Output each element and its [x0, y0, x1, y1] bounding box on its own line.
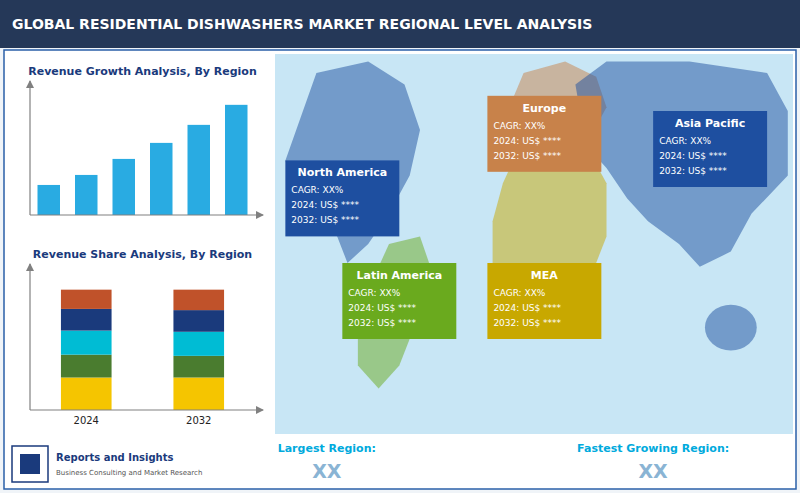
page-title: GLOBAL RESIDENTIAL DISHWASHERS MARKET RE… [12, 16, 592, 32]
bar [188, 125, 211, 215]
ocean [275, 54, 793, 434]
title-bar [0, 0, 800, 48]
region-label: Latin America CAGR: XX% 2024: US$ **** 2032… [342, 263, 456, 339]
region-label: Asia Pacific CAGR: XX% 2024: US$ **** 2032:… [653, 111, 767, 187]
region-name: Latin America [356, 269, 442, 282]
bar-segment [61, 378, 112, 410]
bar-segment [61, 309, 112, 331]
region-stat: 2032: US$ **** [493, 318, 561, 328]
region-stat: 2032: US$ **** [291, 215, 359, 225]
region-label: North America CAGR: XX% 2024: US$ **** 2032… [285, 160, 399, 236]
region-label: MEA CAGR: XX% 2024: US$ **** 2032: US$ **** [487, 263, 601, 339]
y-axis [29, 81, 30, 215]
logo-inner [20, 454, 40, 474]
region-shape [575, 62, 787, 267]
region-name: North America [297, 166, 387, 179]
x-tick-label: 2024 [74, 415, 99, 426]
region-stat: 2024: US$ **** [493, 303, 561, 313]
region-stat: 2032: US$ **** [493, 151, 561, 161]
region-stat: 2024: US$ **** [659, 151, 727, 161]
chart-title: Revenue Growth Analysis, By Region [28, 65, 257, 78]
map: North America CAGR: XX% 2024: US$ **** 2032… [275, 54, 793, 434]
region-stat: 2032: US$ **** [348, 318, 416, 328]
region-label: Europe CAGR: XX% 2024: US$ **** 2032: US$ *… [487, 96, 601, 172]
largest-region-label: Largest Region: [278, 442, 376, 455]
bar [38, 185, 61, 215]
region-stat: CAGR: XX% [348, 288, 400, 298]
region-stat: 2032: US$ **** [659, 166, 727, 176]
region-stat: CAGR: XX% [659, 136, 711, 146]
bar [150, 143, 173, 215]
logo: Reports and Insights Business Consulting … [12, 446, 202, 482]
region-stat: CAGR: XX% [493, 288, 545, 298]
chart: Revenue Growth Analysis, By Region [28, 65, 263, 215]
bar-segment [61, 290, 112, 309]
bar-segment [173, 332, 224, 356]
region-shape [285, 62, 420, 263]
x-axis [30, 409, 263, 410]
region-stat: CAGR: XX% [291, 185, 343, 195]
bar-segment [61, 331, 112, 355]
bar-segment [173, 290, 224, 310]
background [0, 0, 800, 493]
marks [61, 290, 224, 410]
logo-name: Reports and Insights [56, 452, 173, 463]
region-box [653, 111, 767, 187]
page: GLOBAL RESIDENTIAL DISHWASHERS MARKET RE… [0, 0, 800, 493]
largest-region-value: XX [312, 460, 342, 482]
content-panel [4, 50, 796, 489]
fastest-region-label: Fastest Growing Region: [577, 442, 729, 455]
region-stat: 2024: US$ **** [348, 303, 416, 313]
bar [75, 175, 98, 215]
y-axis [29, 264, 30, 410]
region-stat: 2024: US$ **** [291, 200, 359, 210]
region-shape [705, 305, 757, 351]
bar-segment [173, 310, 224, 332]
logo-tagline: Business Consulting and Market Research [56, 469, 202, 477]
x-tick-label: 2032 [186, 415, 211, 426]
fastest-region-value: XX [638, 460, 668, 482]
chart-title: Revenue Share Analysis, By Region [33, 248, 252, 261]
region-box [487, 96, 601, 172]
region-box [487, 263, 601, 339]
logo-outer [12, 446, 48, 482]
bar-segment [173, 378, 224, 410]
region-stat: 2024: US$ **** [493, 136, 561, 146]
bar [225, 105, 248, 215]
region-name: MEA [531, 269, 558, 282]
x-axis [30, 214, 263, 215]
region-stat: CAGR: XX% [493, 121, 545, 131]
bar [113, 159, 136, 215]
region-box [285, 160, 399, 236]
bar-segment [61, 355, 112, 378]
chart: Revenue Share Analysis, By Region 2024 203… [30, 248, 263, 426]
region-name: Europe [523, 102, 567, 115]
marks [38, 105, 248, 215]
bar-segment [173, 356, 224, 378]
region-box [342, 263, 456, 339]
region-name: Asia Pacific [675, 117, 745, 130]
